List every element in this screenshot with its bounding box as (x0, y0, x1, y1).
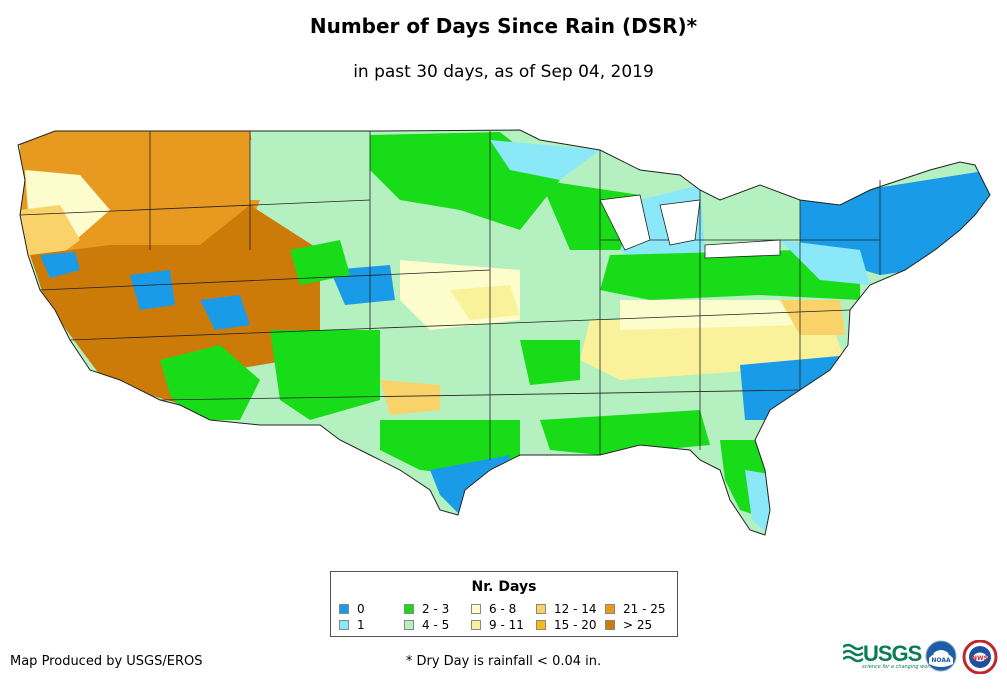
legend-item-4: 6 - 8 (471, 602, 516, 616)
legend-swatch-1 (339, 620, 349, 630)
plains-9-11-days (450, 285, 520, 320)
map-subtitle: in past 30 days, as of Sep 04, 2019 (353, 62, 654, 82)
noaa-logo: NOAA (925, 640, 957, 672)
producer-credit: Map Produced by USGS/EROS (10, 654, 203, 669)
ozarks-2-3-days (520, 340, 580, 385)
legend-swatch-7 (536, 620, 546, 630)
legend-label-9: > 25 (623, 618, 653, 632)
legend-swatch-4 (471, 604, 481, 614)
southwest-over-25-days (30, 205, 320, 410)
legend: Nr. Days 0 1 2 - 3 4 - 5 6 - 8 9 - 11 12… (330, 571, 678, 637)
legend-item-5: 9 - 11 (471, 618, 524, 632)
state-boundaries (19, 131, 881, 460)
virginia-12-14-days (780, 300, 845, 335)
legend-label-7: 15 - 20 (554, 618, 597, 632)
us-dsr-map (17, 129, 991, 536)
legend-item-1: 1 (339, 618, 365, 632)
us-outline (17, 129, 991, 536)
nws-logo: NWS (962, 640, 998, 674)
legend-label-1: 1 (357, 618, 365, 632)
carolinas-0-days (740, 355, 850, 420)
dsr-color-regions (18, 130, 990, 535)
legend-label-2: 2 - 3 (422, 602, 450, 616)
minnesota-1-day (490, 140, 600, 180)
oklahoma-12-14-days (380, 380, 440, 415)
legend-swatch-6 (536, 604, 546, 614)
nevada-0-days-2 (130, 270, 175, 310)
nevada-0-days-1 (40, 252, 80, 278)
legend-label-8: 21 - 25 (623, 602, 666, 616)
usgs-wave-icon (843, 643, 863, 663)
legend-label-6: 12 - 14 (554, 602, 597, 616)
legend-item-9: > 25 (605, 618, 652, 632)
legend-label-4: 6 - 8 (489, 602, 517, 616)
legend-item-8: 21 - 25 (605, 602, 666, 616)
oregon-12-14-days (20, 205, 80, 270)
legend-label-3: 4 - 5 (422, 618, 450, 632)
legend-label-0: 0 (357, 602, 365, 616)
dry-day-footnote: * Dry Day is rainfall < 0.04 in. (405, 654, 602, 669)
usgs-tagline: science for a changing world (862, 664, 934, 670)
legend-swatch-8 (605, 604, 615, 614)
nws-logo-text: NWS (972, 655, 988, 662)
legend-item-7: 15 - 20 (536, 618, 597, 632)
utah-0-days (200, 295, 250, 330)
legend-label-5: 9 - 11 (489, 618, 524, 632)
legend-item-6: 12 - 14 (536, 602, 597, 616)
montana-4-5-days (250, 135, 370, 200)
legend-item-3: 4 - 5 (404, 618, 449, 632)
legend-title: Nr. Days (471, 579, 537, 595)
usgs-logo: USGS science for a changing world (843, 641, 934, 670)
legend-item-2: 2 - 3 (404, 602, 449, 616)
ohio-valley-2-3-days (600, 250, 860, 300)
great-lakes (599, 194, 781, 259)
gulf-coast-2-3-days (540, 410, 710, 455)
legend-swatch-3 (404, 620, 414, 630)
map-title: Number of Days Since Rain (DSR)* (309, 14, 698, 38)
arizona-2-3-days (160, 345, 260, 420)
legend-swatch-2 (404, 604, 414, 614)
wisconsin-2-3-days (540, 180, 640, 250)
colorado-2-3-days (290, 240, 350, 285)
noaa-logo-text: NOAA (931, 657, 951, 664)
legend-item-0: 0 (339, 602, 365, 616)
usgs-wordmark: USGS (863, 641, 922, 666)
legend-swatch-5 (471, 620, 481, 630)
legend-swatch-0 (339, 604, 349, 614)
mid-atlantic-1-day (780, 240, 870, 285)
legend-swatch-9 (605, 620, 615, 630)
